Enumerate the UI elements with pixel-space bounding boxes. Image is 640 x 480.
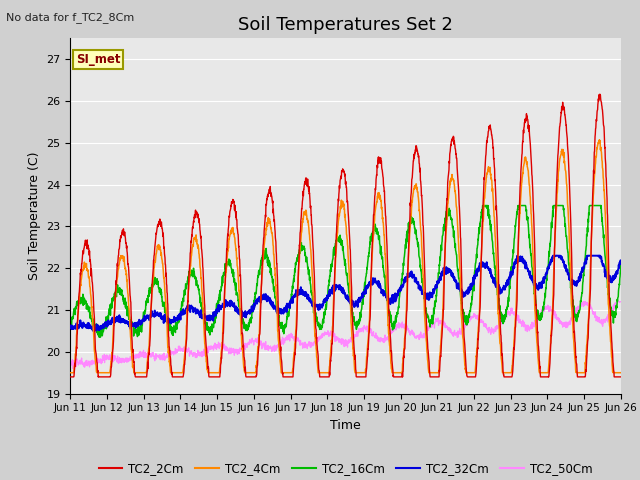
Legend: TC2_2Cm, TC2_4Cm, TC2_16Cm, TC2_32Cm, TC2_50Cm: TC2_2Cm, TC2_4Cm, TC2_16Cm, TC2_32Cm, TC… xyxy=(94,457,597,480)
Text: No data for f_TC2_8Cm: No data for f_TC2_8Cm xyxy=(6,12,134,23)
Y-axis label: Soil Temperature (C): Soil Temperature (C) xyxy=(28,152,41,280)
Title: Soil Temperatures Set 2: Soil Temperatures Set 2 xyxy=(238,16,453,34)
X-axis label: Time: Time xyxy=(330,419,361,432)
Text: SI_met: SI_met xyxy=(76,53,120,66)
